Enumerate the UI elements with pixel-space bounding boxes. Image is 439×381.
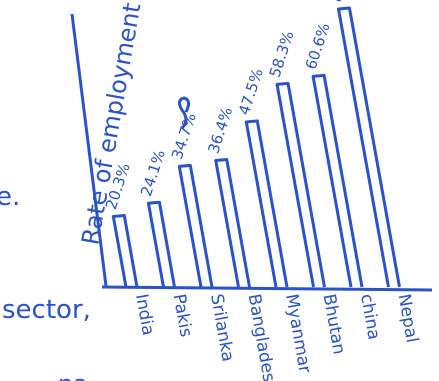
background-text-left-mid: e.	[0, 182, 20, 212]
bar-srilanka	[177, 163, 214, 288]
ink-scribble	[177, 96, 191, 130]
y-axis-label: Rate of employment (female)	[76, 0, 165, 247]
value-label: 58.3%	[266, 29, 298, 80]
background-text-left-low: sector,	[2, 295, 91, 325]
category-label: Bhutan	[319, 292, 349, 356]
bar-nepal	[336, 6, 401, 288]
bar-pakis	[146, 200, 176, 288]
bar-bhutan	[275, 81, 326, 288]
bars-group	[111, 6, 401, 288]
value-label: 24.1%	[137, 148, 169, 199]
category-label: Bangladesh	[244, 292, 281, 381]
background-text-bottom-left: pa	[58, 370, 88, 381]
bar-china	[311, 73, 364, 288]
value-label: 80	[327, 0, 350, 4]
category-label: Myanmar	[281, 292, 315, 374]
bar-bangladesh	[214, 158, 251, 288]
category-label: Nepal	[394, 292, 422, 344]
value-label: 60.6%	[302, 21, 334, 72]
y-axis-line	[70, 13, 108, 287]
bar-india	[111, 213, 139, 288]
category-label: Srilanka	[206, 292, 238, 363]
value-label: 34.7%	[168, 111, 200, 162]
category-label: Pakis	[169, 292, 196, 338]
x-axis-line	[101, 285, 433, 292]
value-label: 47.5%	[235, 66, 267, 117]
category-label: India	[131, 292, 158, 337]
bar-myanmar	[244, 119, 289, 288]
category-labels-group: India Pakis Srilanka Bangladesh Myanmar Bhuta…	[131, 292, 422, 381]
value-label: 36.4%	[204, 105, 236, 156]
category-label: china	[356, 292, 384, 341]
